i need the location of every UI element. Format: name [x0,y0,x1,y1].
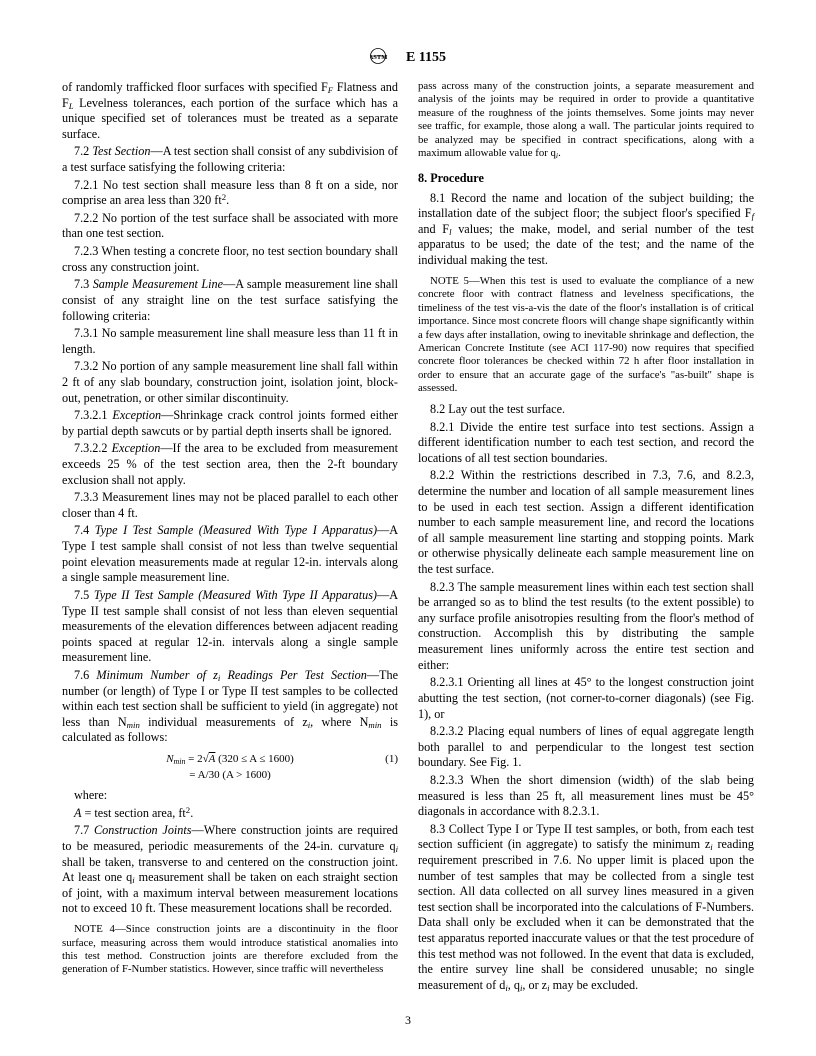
page-header: ASTM E 1155 [0,48,816,67]
p-7.2.2: 7.2.2 No portion of the test surface sha… [62,211,398,242]
p-8.2.3.1: 8.2.3.1 Orienting all lines at 45° to th… [418,675,754,722]
p-7.2: 7.2 Test Section—A test section shall co… [62,144,398,175]
p-7.3.2: 7.3.2 No portion of any sample measureme… [62,359,398,406]
p-8.2.3: 8.2.3 The sample measurement lines withi… [418,580,754,674]
p-8.2.3.3: 8.2.3.3 When the short dimension (width)… [418,773,754,820]
p-7.2.1: 7.2.1 No test section shall measure less… [62,178,398,209]
defn-A: A = test section area, ft2. [62,806,398,822]
p-8.2.2: 8.2.2 Within the restrictions described … [418,468,754,577]
p-7.3: 7.3 Sample Measurement Line—A sample mea… [62,277,398,324]
astm-logo-icon: ASTM [370,48,400,64]
note-5: NOTE 5—When this test is used to evaluat… [418,275,754,396]
svg-text:ASTM: ASTM [370,54,387,61]
p-8.2.1: 8.2.1 Divide the entire test surface int… [418,420,754,467]
equation-1: Nmin = 2√A (320 ≤ A ≤ 1600)(1) [62,752,398,766]
p-cont: of randomly trafficked floor surfaces wi… [62,80,398,142]
note-4-cont: pass across many of the construction joi… [418,80,754,161]
note-4: NOTE 4—Since construction joints are a d… [62,923,398,977]
doc-designation: E 1155 [406,50,446,65]
p-7.5: 7.5 Type II Test Sample (Measured With T… [62,588,398,666]
p-7.4: 7.4 Type I Test Sample (Measured With Ty… [62,523,398,585]
p-7.3.3: 7.3.3 Measurement lines may not be place… [62,490,398,521]
p-8.2: 8.2 Lay out the test surface. [418,402,754,418]
page-number: 3 [0,1013,816,1028]
p-7.7: 7.7 Construction Joints—Where constructi… [62,823,398,917]
p-7.3.1: 7.3.1 No sample measurement line shall m… [62,326,398,357]
p-7.3.2.2: 7.3.2.2 Exception—If the area to be excl… [62,441,398,488]
p-7.2.3: 7.2.3 When testing a concrete floor, no … [62,244,398,275]
p-8.3: 8.3 Collect Type I or Type II test sampl… [418,822,754,994]
eq-number: (1) [385,752,398,766]
p-7.6: 7.6 Minimum Number of zi Readings Per Te… [62,668,398,746]
equation-1b: = A/30 (A > 1600) [62,768,398,782]
section-8-heading: 8. Procedure [418,171,754,187]
where-label: where: [62,788,398,804]
p-8.2.3.2: 8.2.3.2 Placing equal numbers of lines o… [418,724,754,771]
page-body: of randomly trafficked floor surfaces wi… [62,80,754,1000]
p-8.1: 8.1 Record the name and location of the … [418,191,754,269]
p-7.3.2.1: 7.3.2.1 Exception—Shrinkage crack contro… [62,408,398,439]
